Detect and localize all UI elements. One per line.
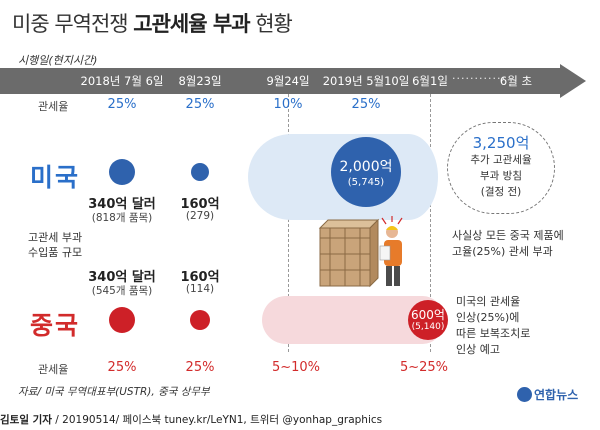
divider-line [430,94,431,352]
cn-circle [109,307,135,333]
us-rate: 25% [107,97,137,112]
us-circle [109,159,135,185]
title-normal: 미중 무역전쟁 [12,12,129,36]
timeline-date: 6월 초 [499,74,533,88]
pending-note-line: 추가 고관세율 [470,154,532,166]
us-amount: 340억 달러 [88,197,156,212]
us-big-detail: (5,745) [347,177,385,188]
cn-note: 따른 보복조치로 [456,327,531,340]
us-circle [191,163,209,181]
us-extra-note: 사실상 모든 중국 제품에 [452,229,564,242]
us-rate: 10% [273,97,303,112]
timeline-date: 2019년 5월10일 [322,74,410,88]
pending-note-line: 부과 방침 [480,170,522,182]
cn-rate: 5~25% [399,360,449,375]
title-suffix: 현황 [255,12,293,36]
cn-circle [190,310,210,330]
timeline-bar [0,68,562,94]
us-amount-detail: (818개 품목) [91,212,153,224]
yonhap-logo-text: 연합뉴스 [534,388,579,402]
us-rate: 25% [185,97,215,112]
cn-big-circle [408,300,448,340]
us-amount-detail: (279) [185,210,215,222]
axis-caption: 시행일(현지시간) [18,54,98,67]
us-amount: 160억 [180,197,220,212]
author: 김토일 기자 [0,414,52,426]
source-note: 자료/ 미국 무역대표부(USTR), 중국 상무부 [18,386,210,398]
cn-rate: 25% [107,360,137,375]
cn-note: 미국의 관세율 [456,295,521,308]
cn-rate-label: 관세율 [38,363,69,376]
pending-amount: 3,250억 [472,134,530,152]
pending-note-line: (결정 전) [480,186,522,198]
country-china-label: 중국 [30,311,81,340]
title-bold: 고관세율 부과 [133,12,250,36]
import-size-label: 수입품 규모 [28,246,83,259]
us-rate: 25% [351,97,381,112]
cn-rate: 5~10% [271,360,321,375]
page-title: 미중 무역전쟁 고관세율 부과 현황 [12,8,293,38]
divider-line [288,94,289,352]
cn-amount-detail: (545개 품목) [91,285,153,297]
cn-note: 인상 예고 [456,343,500,356]
pending-tariff-box [447,122,555,214]
worker-with-crate-illustration [318,216,403,288]
cn-rate: 25% [185,360,215,375]
us-rate-label: 관세율 [38,100,69,113]
cn-amount: 160억 [180,270,220,285]
yonhap-logo-icon [517,387,532,402]
timeline-arrow-icon [560,64,586,98]
cn-amount-detail: (114) [185,283,215,295]
credit-text: / 20190514/ 페이스북 tuney.kr/LeYN1, 트위터 @yo… [51,414,383,426]
timeline-dots: ············ [452,72,506,85]
timeline-date: 2018년 7월 6일 [80,74,164,88]
cn-big-value: 600억 [411,308,445,322]
cn-note: 인상(25%)에 [456,311,520,324]
cn-amount: 340억 달러 [88,270,156,285]
cn-big-detail: (5,140) [411,322,445,332]
import-size-label: 고관세 부과 [28,231,83,244]
timeline-date: 9월24일 [266,74,310,88]
timeline-date: 6월1일 [412,74,448,88]
country-us-label: 미국 [30,163,81,192]
us-big-value: 2,000억 [339,159,393,175]
us-big-circle [331,137,401,207]
timeline-date: 8월23일 [178,74,222,88]
credit-line: 김토일 기자 / 20190514/ 페이스북 tuney.kr/LeYN1, … [0,412,382,427]
us-extra-note: 고율(25%) 관세 부과 [452,245,553,258]
